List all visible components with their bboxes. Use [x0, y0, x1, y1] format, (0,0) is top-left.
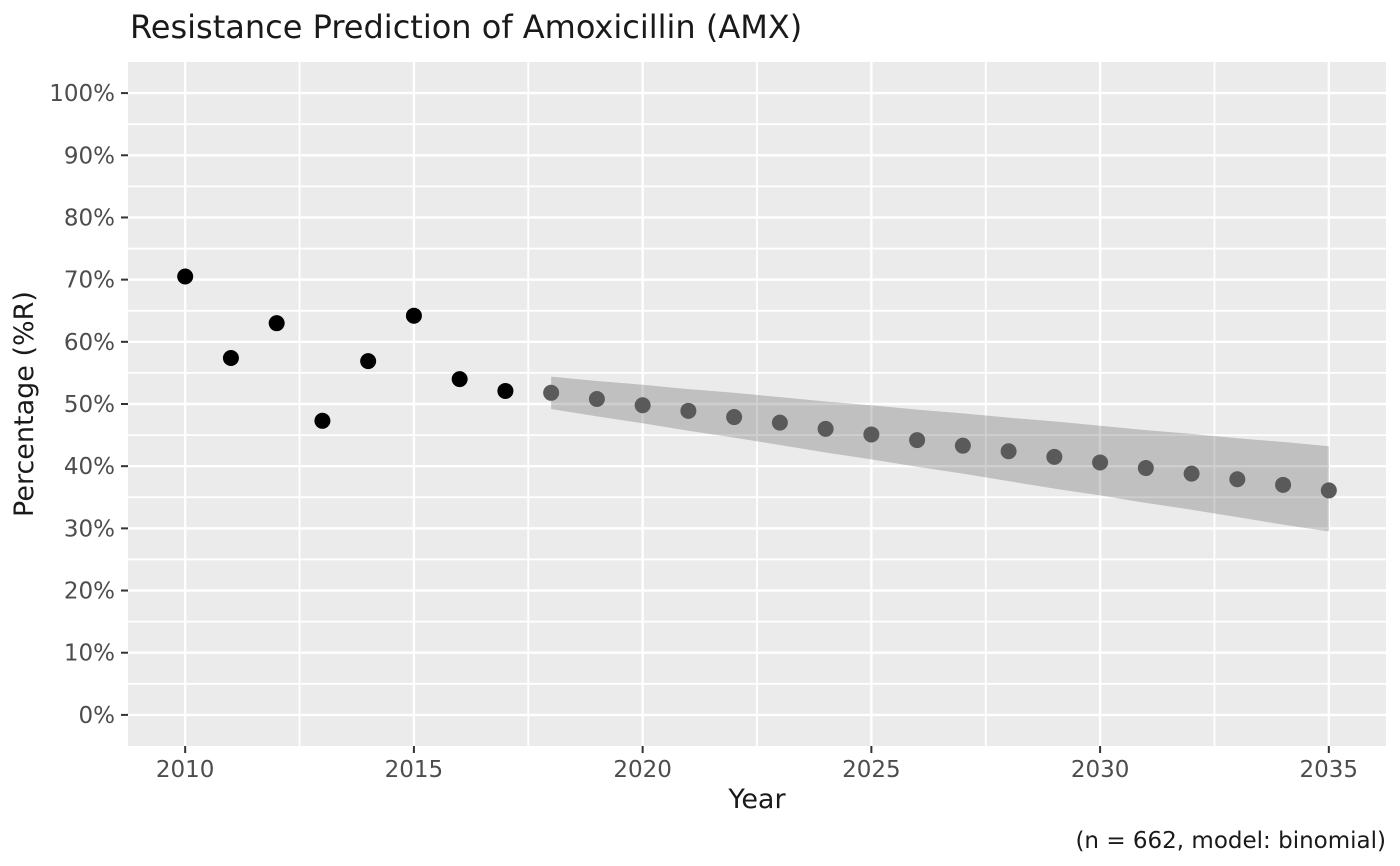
- point-predicted-2030: [1092, 454, 1109, 471]
- x-tick-label: 2015: [385, 757, 444, 783]
- point-predicted-2031: [1137, 460, 1154, 477]
- point-predicted-2024: [817, 420, 834, 437]
- chart-title: Resistance Prediction of Amoxicillin (AM…: [130, 8, 802, 46]
- y-tick-label: 30%: [64, 516, 115, 542]
- point-observed-2015: [405, 307, 422, 324]
- y-tick-label: 80%: [64, 205, 115, 231]
- point-predicted-2027: [954, 437, 971, 454]
- point-predicted-2025: [863, 426, 880, 443]
- y-tick-label: 50%: [64, 392, 115, 418]
- chart-layers: 2010 2015 2020 2025 2030 2035 0% 10% 20% 30% 40% 50…: [49, 62, 1386, 783]
- x-axis-title: Year: [727, 784, 786, 815]
- y-tick-label: 60%: [64, 330, 115, 356]
- point-predicted-2034: [1275, 476, 1292, 493]
- point-observed-2017: [497, 382, 514, 399]
- y-tick-label: 70%: [64, 268, 115, 294]
- y-tick-label: 100%: [49, 81, 115, 107]
- x-tick-label: 2025: [842, 757, 901, 783]
- point-predicted-2032: [1183, 465, 1200, 482]
- y-tick-label: 40%: [64, 454, 115, 480]
- point-predicted-2021: [680, 402, 697, 419]
- point-predicted-2018: [543, 384, 560, 401]
- point-observed-2014: [360, 353, 377, 370]
- ci-ribbon: [551, 376, 1329, 532]
- point-predicted-2029: [1046, 448, 1063, 465]
- x-tick-label: 2035: [1300, 757, 1359, 783]
- x-tick-label: 2020: [613, 757, 672, 783]
- observed-points: [177, 268, 514, 429]
- point-predicted-2026: [909, 432, 926, 449]
- y-tick-label: 90%: [64, 143, 115, 169]
- chart-caption: (n = 662, model: binomial): [1075, 828, 1386, 854]
- point-observed-2016: [451, 371, 468, 388]
- x-axis: 2010 2015 2020 2025 2030 2035: [156, 746, 1358, 783]
- x-tick-label: 2030: [1071, 757, 1130, 783]
- point-observed-2013: [314, 412, 331, 429]
- point-predicted-2033: [1229, 471, 1246, 488]
- point-predicted-2020: [634, 397, 651, 414]
- y-tick-label: 0%: [79, 703, 116, 729]
- y-axis: 0% 10% 20% 30% 40% 50% 60% 70% 80% 90% 100%: [49, 81, 128, 729]
- point-predicted-2022: [726, 409, 743, 426]
- point-predicted-2023: [771, 414, 788, 431]
- point-observed-2011: [222, 349, 239, 366]
- point-predicted-2035: [1320, 482, 1337, 499]
- y-tick-label: 20%: [64, 579, 115, 605]
- x-tick-label: 2010: [156, 757, 215, 783]
- point-observed-2012: [268, 315, 285, 332]
- point-predicted-2019: [588, 391, 605, 408]
- point-observed-2010: [177, 268, 194, 285]
- y-tick-label: 10%: [64, 641, 115, 667]
- predicted-points: [543, 384, 1337, 499]
- point-predicted-2028: [1000, 443, 1017, 460]
- gridlines: [128, 62, 1386, 746]
- y-axis-title: Percentage (%R): [9, 291, 40, 517]
